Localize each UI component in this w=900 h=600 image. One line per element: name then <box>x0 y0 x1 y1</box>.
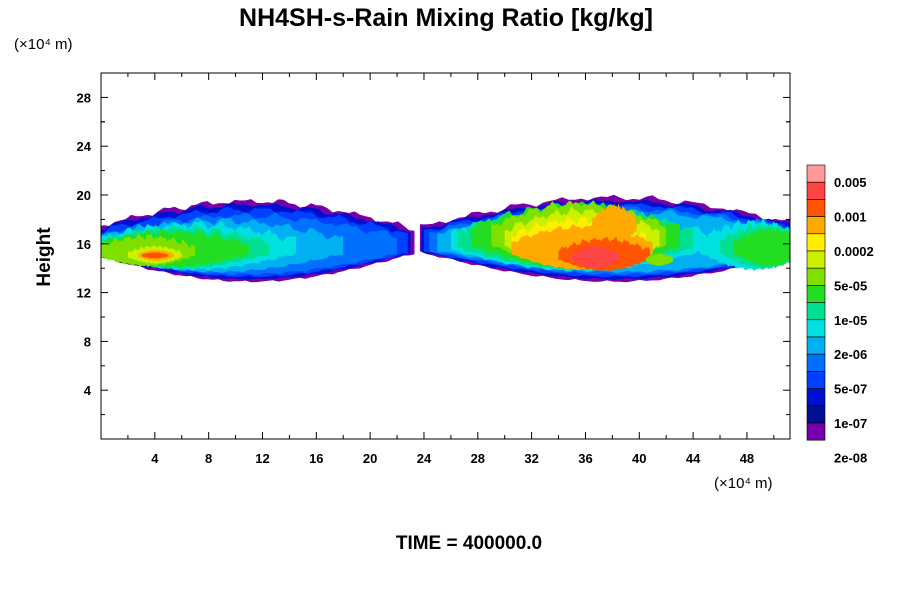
x-tick-label: 44 <box>686 451 701 466</box>
legend-label: 1e-07 <box>834 416 867 431</box>
legend-swatch <box>806 199 826 217</box>
x-tick-label: 16 <box>309 451 323 466</box>
x-tick-label: 8 <box>205 451 212 466</box>
x-tick-label: 32 <box>524 451 538 466</box>
legend-swatch <box>806 181 826 200</box>
chart-title: NH4SH-s-Rain Mixing Ratio [kg/kg] <box>239 4 653 32</box>
legend-label: 1e-05 <box>834 313 867 328</box>
y-tick-label: 12 <box>77 286 91 301</box>
y-tick-label: 20 <box>77 188 91 203</box>
x-tick-label: 20 <box>363 451 377 466</box>
y-axis-label: Height <box>34 227 55 287</box>
x-tick-label: 24 <box>417 451 432 466</box>
y-tick-label: 24 <box>77 139 92 154</box>
legend-swatch <box>806 371 826 389</box>
mixing-ratio-field <box>101 194 790 283</box>
legend-swatch <box>806 422 826 441</box>
y-axis: 4 8 12 16 20 24 28 <box>77 72 790 416</box>
x-axis-unit: (×10⁴ m) <box>714 475 773 492</box>
legend-swatch <box>806 216 826 235</box>
legend-swatch <box>806 164 826 183</box>
legend-swatch <box>806 353 826 372</box>
x-tick-label: 4 <box>151 451 159 466</box>
cloud-contour <box>646 252 673 267</box>
legend-swatch <box>806 285 826 303</box>
x-axis: 4 8 12 16 20 24 28 32 36 40 44 48 <box>127 73 775 466</box>
y-tick-label: 8 <box>84 334 91 349</box>
legend-swatch <box>806 250 826 269</box>
cloud-contour <box>592 203 637 245</box>
legend-swatch <box>806 267 826 286</box>
y-tick-label: 4 <box>84 383 92 398</box>
plot-frame <box>100 72 791 440</box>
legend-label: 0.005 <box>834 175 867 190</box>
cloud-contour <box>733 226 790 267</box>
x-tick-label: 36 <box>578 451 592 466</box>
legend-label: 0.0002 <box>834 244 874 259</box>
time-label: TIME = 400000.0 <box>396 533 542 554</box>
x-tick-label: 28 <box>471 451 485 466</box>
x-tick-label: 40 <box>632 451 646 466</box>
legend-swatch <box>806 388 826 407</box>
x-tick-label: 48 <box>740 451 754 466</box>
y-tick-label: 16 <box>77 237 91 252</box>
cloud-contour <box>141 251 169 259</box>
legend-swatch <box>806 336 826 355</box>
legend-swatch <box>806 405 826 424</box>
legend-swatch <box>806 302 826 321</box>
y-tick-label: 28 <box>77 90 91 105</box>
right-cloud-band <box>419 194 790 283</box>
legend-label: 2e-08 <box>834 450 867 465</box>
legend-label: 2e-06 <box>834 347 867 362</box>
y-axis-unit: (×10⁴ m) <box>14 36 73 53</box>
legend-label: 5e-05 <box>834 278 867 293</box>
legend-swatch <box>806 319 826 338</box>
cloud-contour <box>572 244 620 269</box>
x-tick-label: 12 <box>255 451 269 466</box>
color-legend: 0.005 0.001 0.0002 5e-05 1e-05 2e-06 5e-07 1e-0… <box>806 164 874 465</box>
legend-label: 5e-07 <box>834 382 867 397</box>
legend-label: 0.001 <box>834 210 867 225</box>
legend-swatch <box>806 233 826 252</box>
left-cloud-band <box>101 199 415 283</box>
